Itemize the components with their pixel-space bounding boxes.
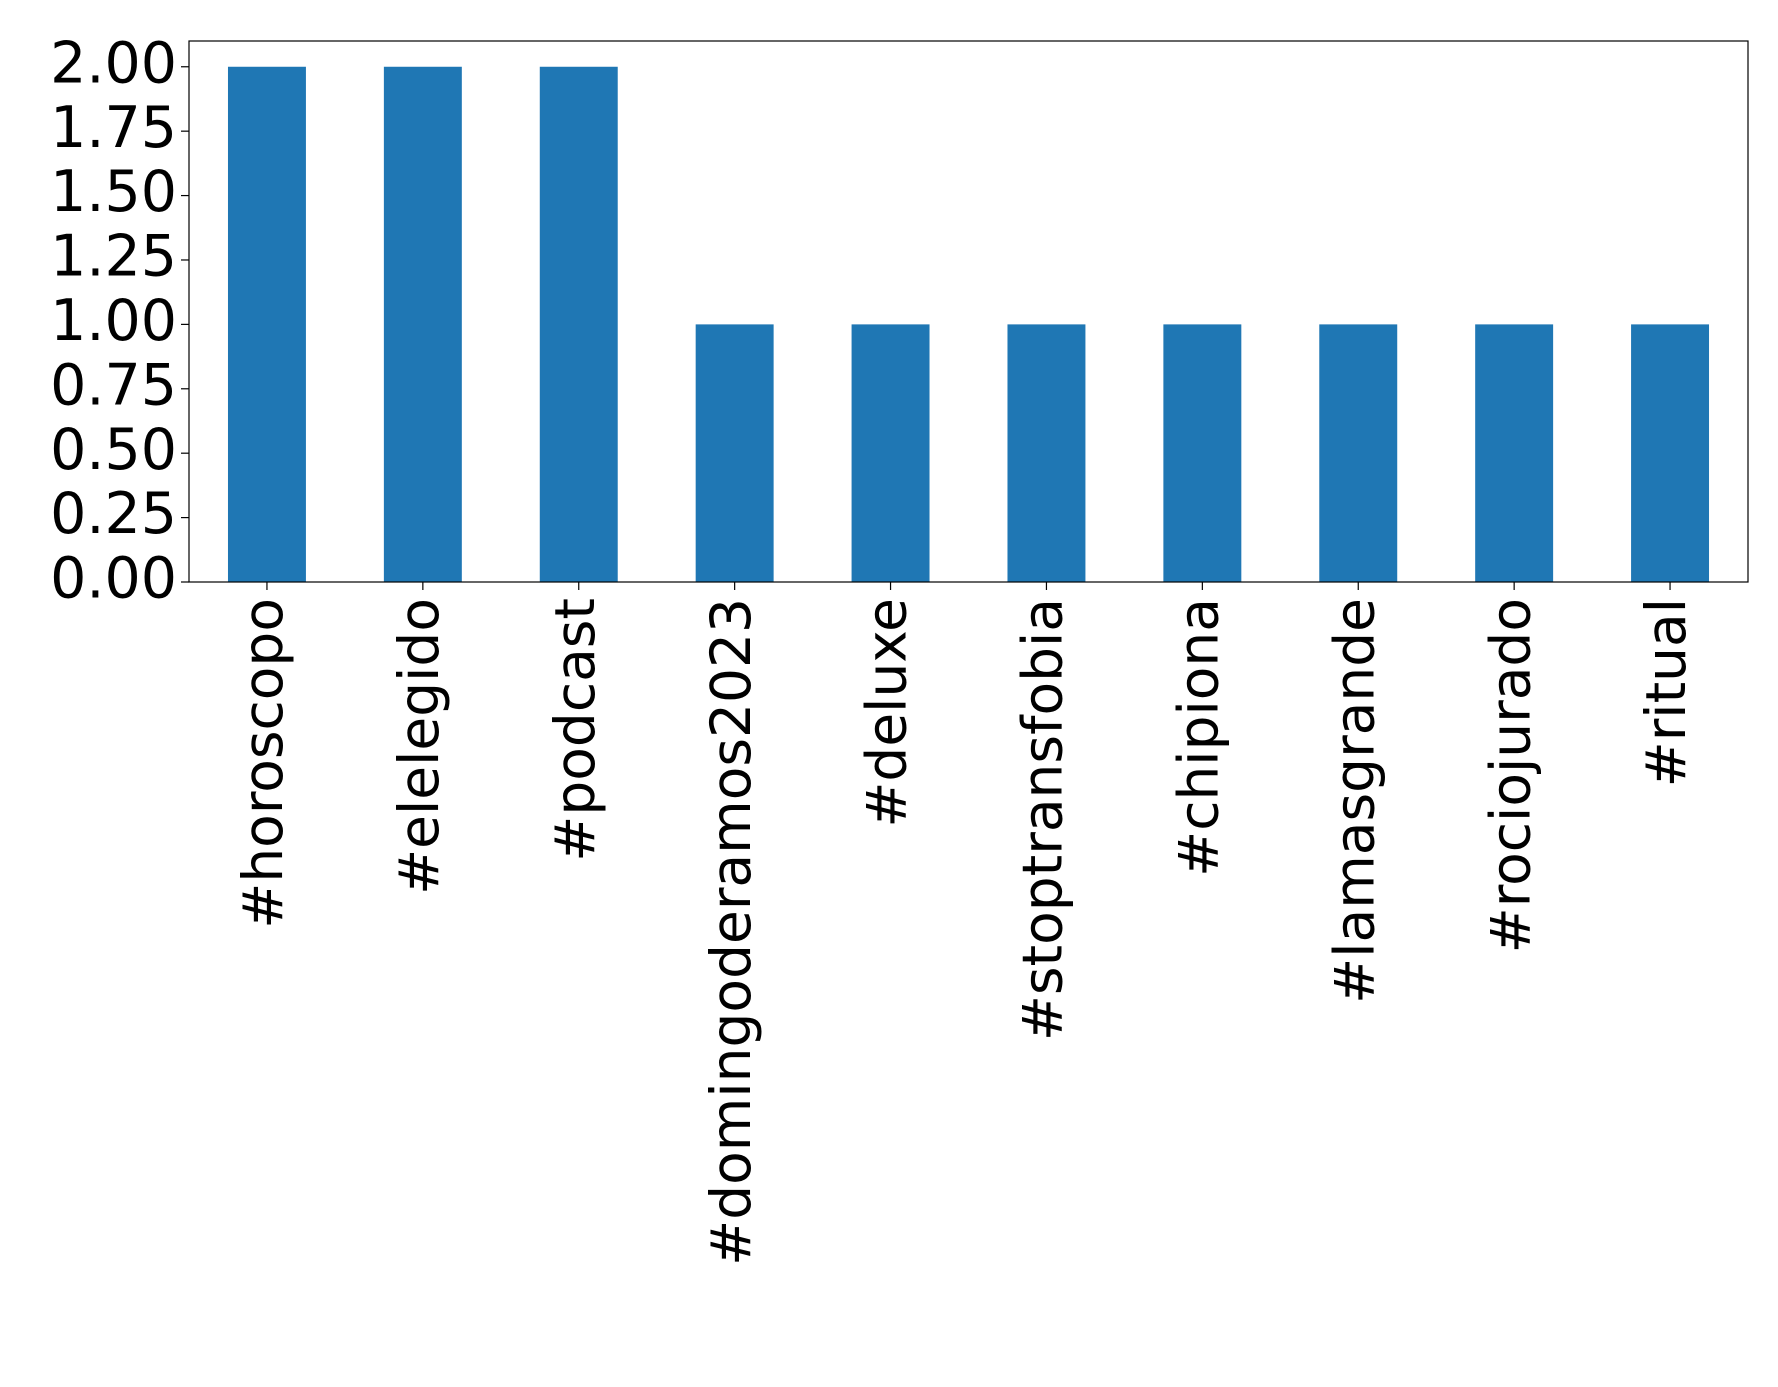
bar xyxy=(1631,324,1710,582)
y-tick-label: 0.00 xyxy=(50,546,177,612)
y-tick-label: 1.50 xyxy=(50,159,177,225)
x-tick-label: #chipiona xyxy=(1166,598,1230,877)
bar xyxy=(383,66,462,582)
bar xyxy=(1163,324,1242,582)
y-tick-label: 0.25 xyxy=(50,481,177,547)
y-tick-label: 0.75 xyxy=(50,352,177,418)
x-tick-label: #podcast xyxy=(543,598,607,862)
y-tick-label: 1.25 xyxy=(50,224,177,290)
x-tick-label: #elelegido xyxy=(387,598,451,895)
bar xyxy=(227,66,306,582)
y-tick-label: 1.00 xyxy=(50,288,177,354)
bar xyxy=(1319,324,1398,582)
x-tick-label: #horoscopo xyxy=(231,598,295,929)
bar xyxy=(1475,324,1554,582)
bar xyxy=(695,324,774,582)
x-tick-label: #ritual xyxy=(1634,598,1698,787)
x-tick-label: #rociojurado xyxy=(1478,598,1542,953)
plot-frame xyxy=(188,40,1749,583)
x-tick-label: #lamasgrande xyxy=(1322,598,1386,1004)
x-tick-label: #stoptransfobia xyxy=(1011,598,1075,1041)
bar xyxy=(1007,324,1086,582)
y-tick-label: 2.00 xyxy=(50,30,177,96)
x-tick-label: #deluxe xyxy=(855,598,919,828)
bar xyxy=(851,324,930,582)
y-tick-label: 0.50 xyxy=(50,417,177,483)
y-tick-label: 1.75 xyxy=(50,95,177,161)
bar xyxy=(539,66,618,582)
x-tick-label: #domingoderamos2023 xyxy=(699,598,763,1266)
